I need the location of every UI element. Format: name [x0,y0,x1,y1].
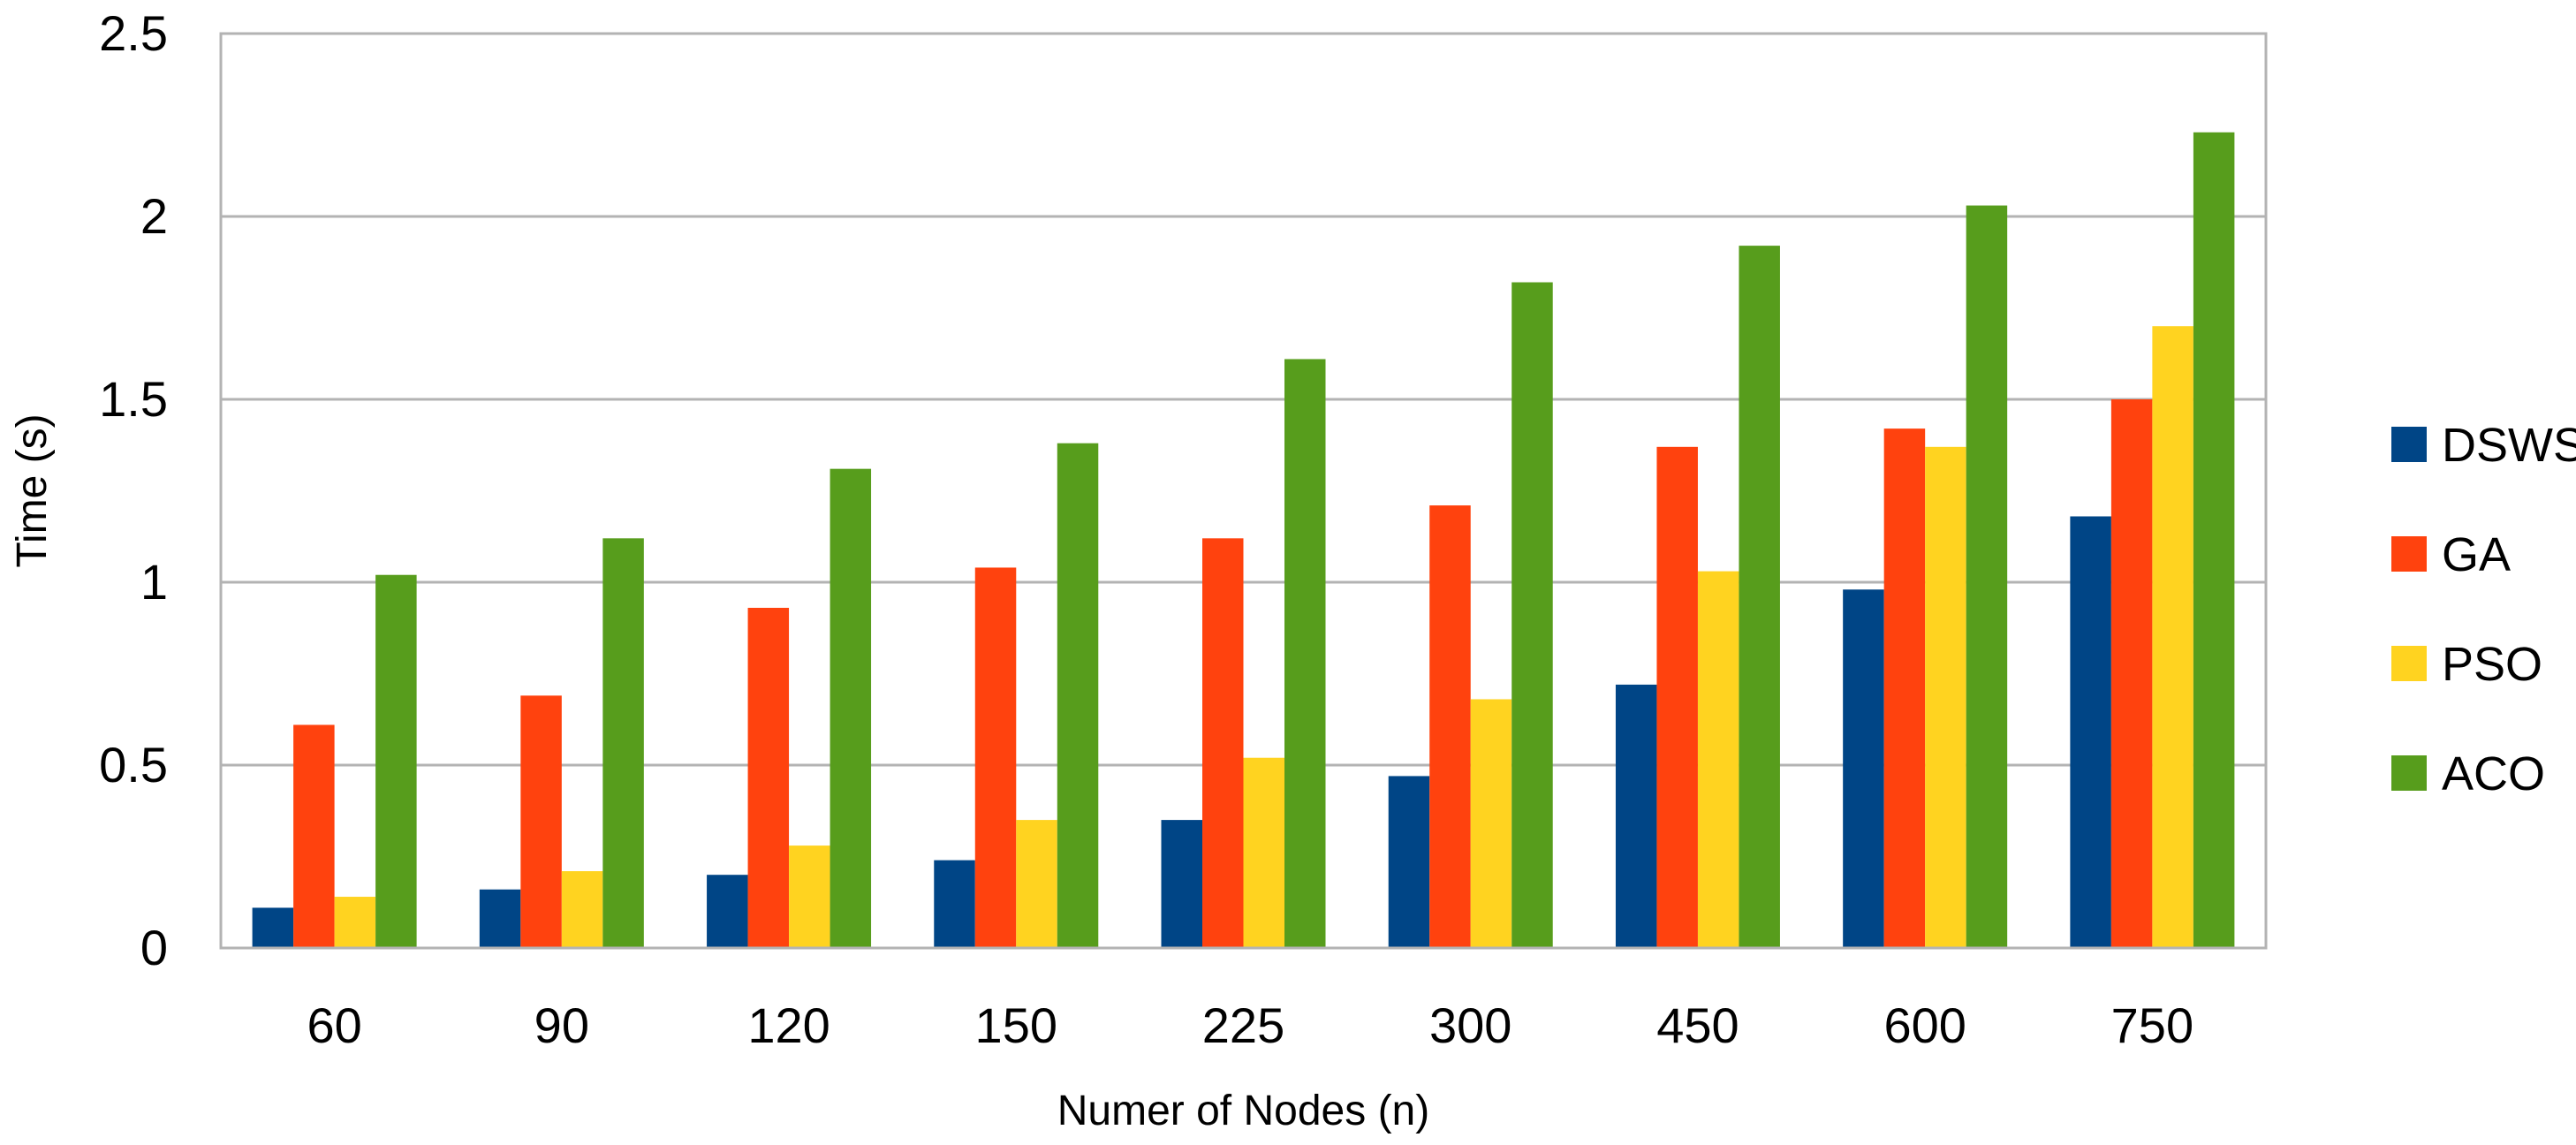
bar-pso-450 [1697,571,1739,948]
x-tick-label: 150 [975,997,1057,1053]
bar-aco-600 [1966,205,2008,948]
bar-ga-120 [747,607,790,948]
legend-swatch-aco [2391,755,2427,791]
legend-label-aco: ACO [2442,747,2545,800]
bar-aco-300 [1512,282,1553,948]
bar-dsws-60 [252,907,294,948]
bar-dsws-90 [479,889,521,948]
legend-swatch-pso [2391,646,2427,681]
bar-aco-60 [375,574,417,948]
x-tick-label: 60 [307,997,361,1053]
y-tick-label: 1 [140,554,168,610]
x-tick-label: 450 [1656,997,1739,1053]
bar-dsws-450 [1615,684,1657,948]
bar-pso-120 [789,845,830,948]
bar-ga-90 [520,695,562,948]
bar-aco-750 [2193,132,2235,948]
y-tick-label: 0.5 [99,737,168,792]
y-tick-label: 0 [140,920,168,975]
bar-ga-150 [974,567,1017,948]
bar-pso-60 [334,897,376,948]
bar-pso-300 [1470,699,1512,948]
legend-swatch-ga [2391,536,2427,572]
legend: DSWS GA PSO ACO [2391,419,2576,800]
bar-pso-750 [2152,326,2193,948]
y-tick-label: 2 [140,188,168,244]
bar-dsws-300 [1388,776,1430,948]
x-tick-label: 225 [1202,997,1284,1053]
bar-dsws-225 [1161,820,1202,948]
bar-pso-600 [1925,446,1966,948]
bar-pso-225 [1243,757,1284,948]
bar-pso-90 [561,871,603,948]
bar-dsws-750 [2070,516,2111,948]
bar-ga-300 [1429,505,1471,948]
x-tick-label: 90 [534,997,589,1053]
x-axis-tick-labels: 60 90 120 150 225 300 450 600 750 [307,997,2193,1053]
bar-ga-600 [1883,428,1926,948]
bar-dsws-150 [934,860,975,948]
bar-aco-90 [602,538,644,948]
bar-aco-450 [1739,246,1780,948]
bar-aco-120 [830,468,872,948]
bar-ga-60 [293,724,335,948]
bar-dsws-600 [1843,589,1884,948]
bars [252,132,2235,949]
legend-label-pso: PSO [2442,638,2542,691]
y-tick-label: 2.5 [99,5,168,61]
bar-ga-225 [1202,538,1244,948]
legend-label-dsws: DSWS [2442,419,2576,472]
y-tick-label: 1.5 [99,371,168,427]
bar-ga-750 [2110,399,2153,948]
x-tick-label: 600 [1883,997,1966,1053]
legend-label-ga: GA [2442,528,2511,581]
x-tick-label: 750 [2111,997,2193,1053]
plot-area-frame [219,32,2268,950]
bar-ga-450 [1656,446,1698,948]
y-axis-title: Time (s) [9,413,56,567]
legend-swatch-dsws [2391,427,2427,462]
x-tick-label: 120 [747,997,830,1053]
bar-aco-150 [1057,443,1099,948]
x-tick-label: 300 [1429,997,1512,1053]
y-axis-tick-labels: 0 0.5 1 1.5 2 2.5 [99,5,168,975]
bar-dsws-120 [707,875,748,948]
bar-pso-150 [1016,820,1057,948]
x-axis-title: Numer of Nodes (n) [1057,1088,1429,1134]
bar-aco-225 [1284,359,1326,949]
